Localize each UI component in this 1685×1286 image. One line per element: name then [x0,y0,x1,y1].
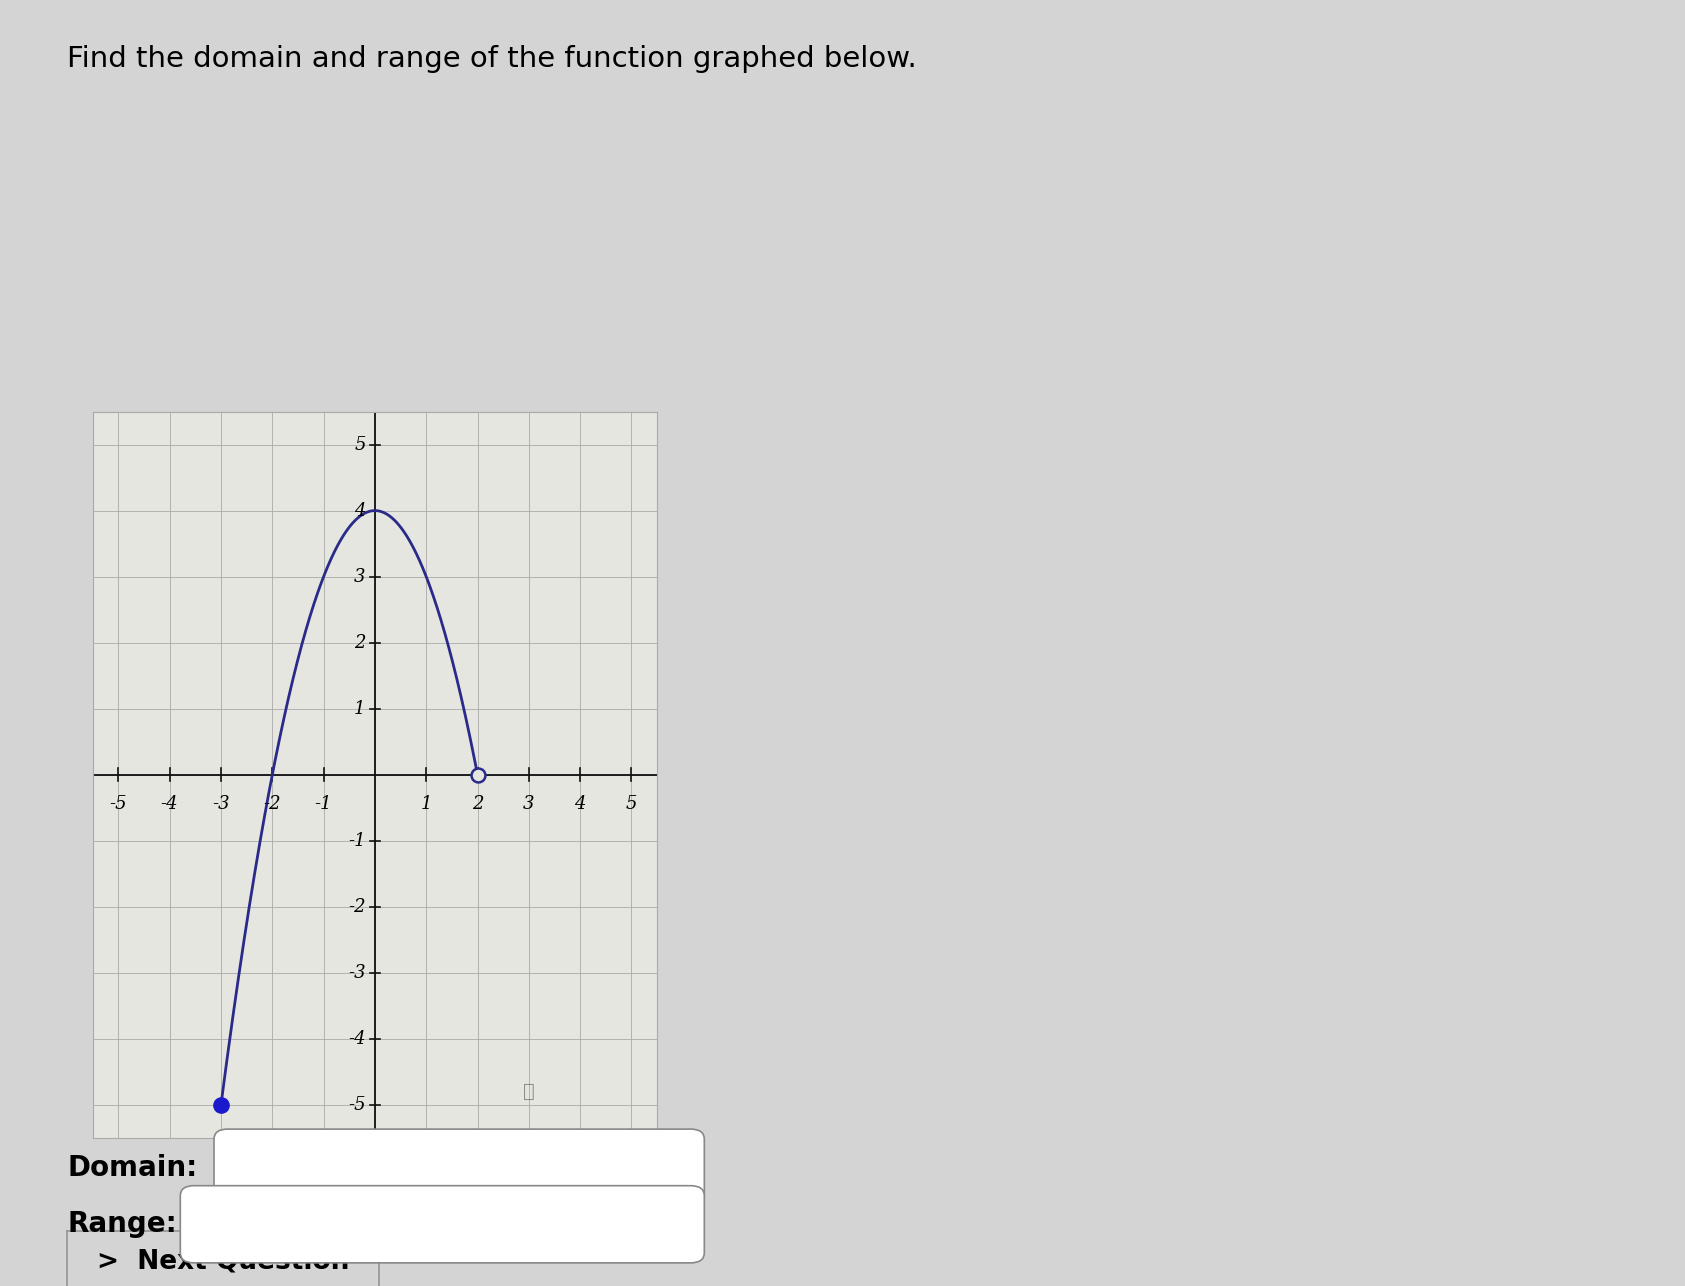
Text: -1: -1 [349,832,366,850]
Text: Find the domain and range of the function graphed below.: Find the domain and range of the functio… [67,45,917,73]
Text: -2: -2 [349,898,366,916]
Text: -2: -2 [263,795,281,813]
Text: -4: -4 [349,1030,366,1048]
Text: -1: -1 [315,795,332,813]
Text: 3: 3 [522,795,534,813]
Text: >  Next Question: > Next Question [98,1249,349,1274]
Text: Domain:: Domain: [67,1154,197,1182]
Text: -5: -5 [349,1096,366,1114]
Text: 1: 1 [421,795,431,813]
Text: 5: 5 [625,795,637,813]
Text: Range:: Range: [67,1210,177,1238]
Text: 1: 1 [354,700,366,718]
Text: 2: 2 [472,795,484,813]
Text: 2: 2 [354,634,366,652]
Text: 3: 3 [354,567,366,585]
Text: -3: -3 [349,964,366,983]
Text: 🔍: 🔍 [522,1083,534,1101]
Text: 4: 4 [575,795,586,813]
Text: -4: -4 [160,795,179,813]
Text: -3: -3 [212,795,229,813]
Text: 4: 4 [354,502,366,520]
Text: 5: 5 [354,436,366,454]
Text: -5: -5 [110,795,126,813]
